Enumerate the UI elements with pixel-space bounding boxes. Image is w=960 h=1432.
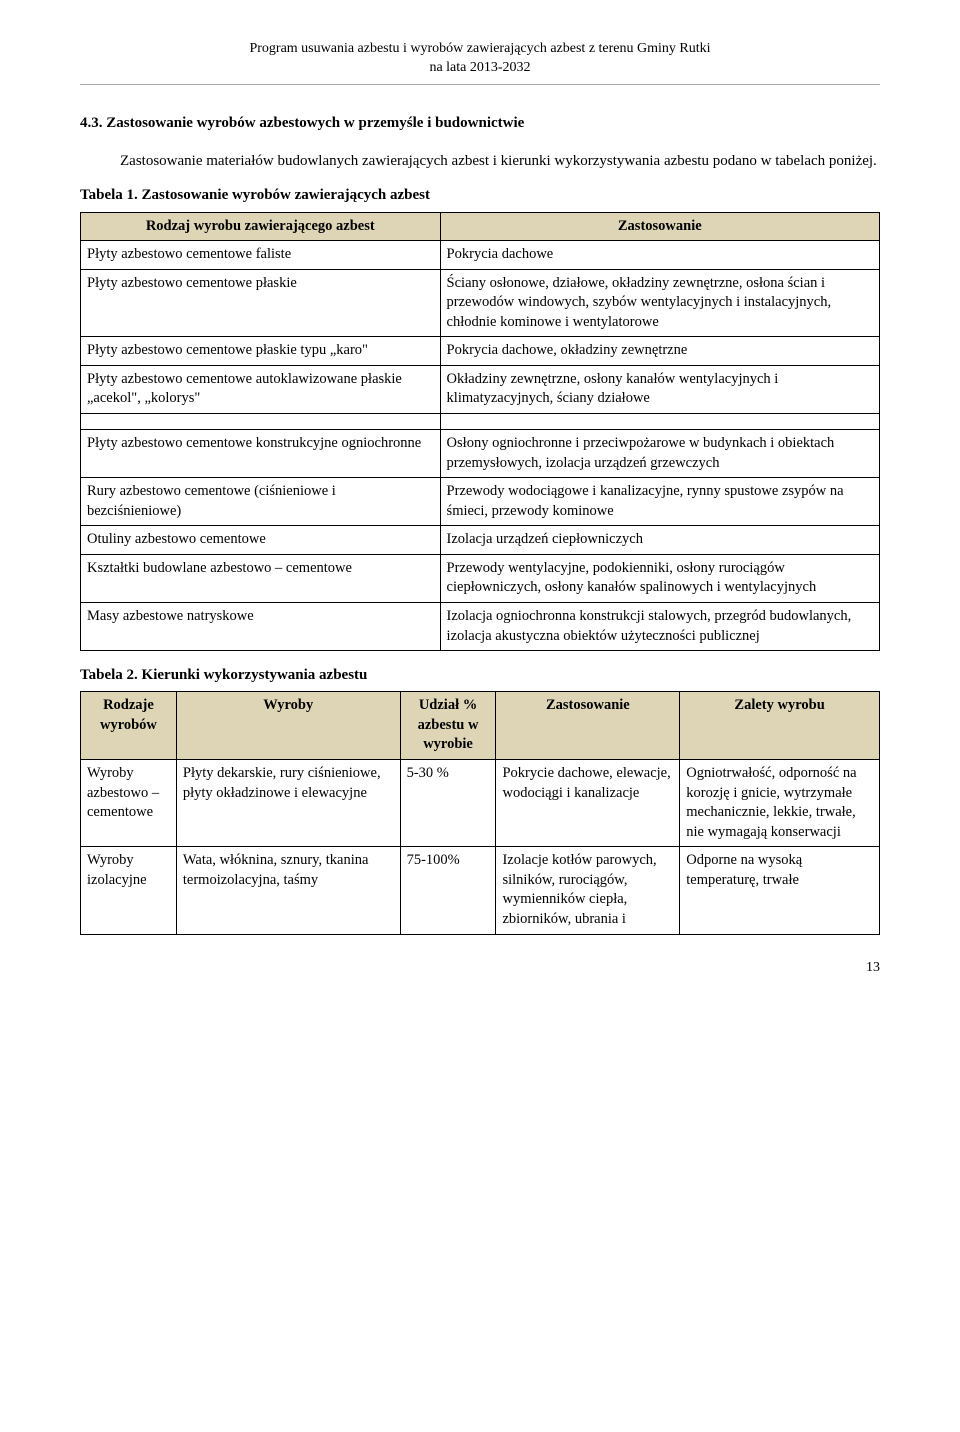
t1-spacer — [81, 414, 441, 430]
t1-cell: Przewody wodociągowe i kanalizacyjne, ry… — [440, 478, 879, 526]
section-heading: 4.3. Zastosowanie wyrobów azbestowych w … — [80, 113, 880, 133]
table-row: Wyroby izolacyjne Wata, włóknina, sznury… — [81, 847, 880, 934]
t1-cell: Płyty azbestowo cementowe płaskie typu „… — [81, 337, 441, 366]
t1-spacer — [440, 414, 879, 430]
table-row: Płyty azbestowo cementowe autoklawizowan… — [81, 365, 880, 413]
t2-cell: Płyty dekarskie, rury ciśnieniowe, płyty… — [176, 760, 400, 847]
header-rule — [80, 84, 880, 85]
header-line-2: na lata 2013-2032 — [80, 59, 880, 78]
t1-cell: Płyty azbestowo cementowe płaskie — [81, 269, 441, 337]
t1-cell: Masy azbestowe natryskowe — [81, 602, 441, 650]
table-row: Płyty azbestowo cementowe konstrukcyjne … — [81, 430, 880, 478]
t1-cell: Ściany osłonowe, działowe, okładziny zew… — [440, 269, 879, 337]
t1-cell: Okładziny zewnętrzne, osłony kanałów wen… — [440, 365, 879, 413]
t2-cell: Wyroby izolacyjne — [81, 847, 177, 934]
t2-head-col1: Rodzaje wyrobów — [81, 692, 177, 760]
t1-cell: Izolacja ogniochronna konstrukcji stalow… — [440, 602, 879, 650]
t1-cell: Płyty azbestowo cementowe konstrukcyjne … — [81, 430, 441, 478]
table-row: Masy azbestowe natryskowe Izolacja ognio… — [81, 602, 880, 650]
t2-head-col2: Wyroby — [176, 692, 400, 760]
t1-cell: Pokrycia dachowe — [440, 241, 879, 270]
t1-cell: Rury azbestowo cementowe (ciśnieniowe i … — [81, 478, 441, 526]
t2-head-col3: Udział % azbestu w wyrobie — [400, 692, 496, 760]
t1-cell: Izolacja urządzeń ciepłowniczych — [440, 526, 879, 555]
table-row: Rury azbestowo cementowe (ciśnieniowe i … — [81, 478, 880, 526]
t2-cell: Pokrycie dachowe, elewacje, wodociągi i … — [496, 760, 680, 847]
t1-cell: Kształtki budowlane azbestowo – cementow… — [81, 554, 441, 602]
table-row: Płyty azbestowo cementowe faliste Pokryc… — [81, 241, 880, 270]
t2-head-col5: Zalety wyrobu — [680, 692, 880, 760]
table-row: Płyty azbestowo cementowe płaskie Ściany… — [81, 269, 880, 337]
table-row: Wyroby azbestowo – cementowe Płyty dekar… — [81, 760, 880, 847]
table-row: Kształtki budowlane azbestowo – cementow… — [81, 554, 880, 602]
t2-cell: Izolacje kotłów parowych, silników, ruro… — [496, 847, 680, 934]
t1-cell: Pokrycia dachowe, okładziny zewnętrzne — [440, 337, 879, 366]
t1-cell: Otuliny azbestowo cementowe — [81, 526, 441, 555]
table1-caption: Tabela 1. Zastosowanie wyrobów zawierają… — [80, 185, 880, 205]
t2-cell: Wata, włóknina, sznury, tkanina termoizo… — [176, 847, 400, 934]
page-number: 13 — [80, 959, 880, 978]
table-1: Rodzaj wyrobu zawierającego azbest Zasto… — [80, 212, 880, 652]
table-row: Płyty azbestowo cementowe płaskie typu „… — [81, 337, 880, 366]
t1-cell: Płyty azbestowo cementowe faliste — [81, 241, 441, 270]
header-line-1: Program usuwania azbestu i wyrobów zawie… — [80, 40, 880, 59]
t1-cell: Osłony ogniochronne i przeciwpożarowe w … — [440, 430, 879, 478]
doc-header: Program usuwania azbestu i wyrobów zawie… — [80, 40, 880, 78]
t1-head-col1: Rodzaj wyrobu zawierającego azbest — [81, 212, 441, 241]
t2-cell: Ogniotrwałość, odporność na korozję i gn… — [680, 760, 880, 847]
t1-head-col2: Zastosowanie — [440, 212, 879, 241]
t2-cell: Wyroby azbestowo – cementowe — [81, 760, 177, 847]
t1-cell: Płyty azbestowo cementowe autoklawizowan… — [81, 365, 441, 413]
table-spacer-row — [81, 414, 880, 430]
t1-cell: Przewody wentylacyjne, podokienniki, osł… — [440, 554, 879, 602]
section-intro: Zastosowanie materiałów budowlanych zawi… — [80, 151, 880, 171]
t2-cell: 5-30 % — [400, 760, 496, 847]
table-2: Rodzaje wyrobów Wyroby Udział % azbestu … — [80, 691, 880, 934]
t2-cell: 75-100% — [400, 847, 496, 934]
table2-caption: Tabela 2. Kierunki wykorzystywania azbes… — [80, 665, 880, 685]
table-row: Otuliny azbestowo cementowe Izolacja urz… — [81, 526, 880, 555]
t2-cell: Odporne na wysoką temperaturę, trwałe — [680, 847, 880, 934]
t2-head-col4: Zastosowanie — [496, 692, 680, 760]
